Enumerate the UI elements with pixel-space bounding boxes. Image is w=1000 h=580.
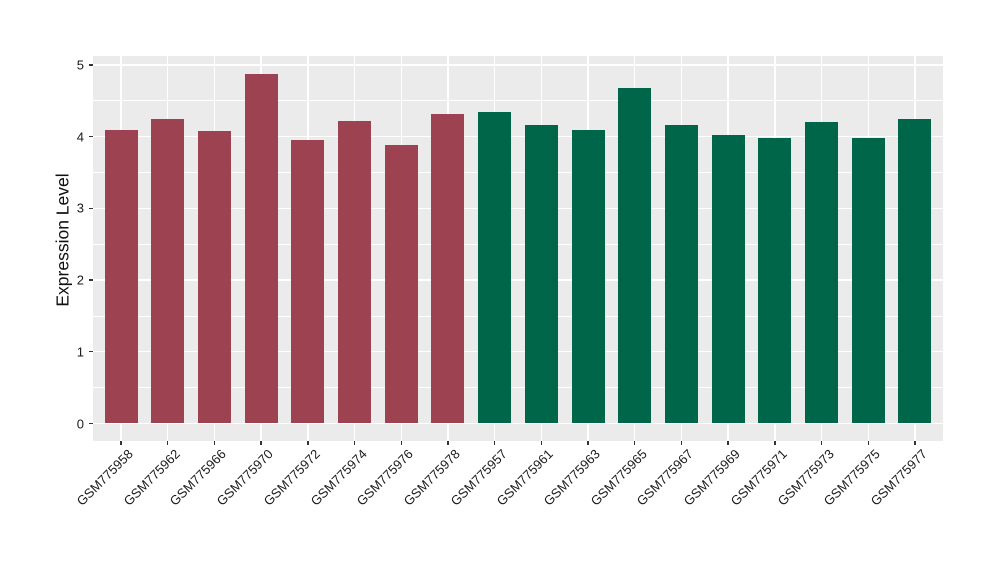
bar-GSM775967 (664, 124, 698, 424)
bar-GSM775975 (851, 138, 885, 424)
bar-GSM775970 (244, 73, 278, 424)
y-tick-label: 4 (76, 129, 84, 145)
gridline-h-major (93, 136, 943, 138)
y-tick-mark (89, 279, 93, 281)
y-tick-label: 2 (76, 272, 84, 288)
bar-GSM775958 (104, 129, 138, 424)
x-tick-mark (634, 441, 636, 445)
x-tick-mark (400, 441, 402, 445)
y-tick-mark (89, 422, 93, 425)
y-tick-label: 1 (76, 344, 84, 360)
gridline-h-major (93, 279, 943, 281)
bar-GSM775977 (898, 118, 932, 424)
x-tick-mark (260, 441, 262, 445)
x-tick-mark (774, 441, 776, 445)
gridline-h-minor (93, 100, 943, 102)
gridline-h-major (93, 422, 943, 425)
x-tick-mark (820, 441, 823, 445)
bar-GSM775974 (338, 120, 372, 424)
y-tick-label: 5 (76, 57, 84, 73)
bar-GSM775962 (151, 118, 185, 424)
bar-GSM775969 (711, 135, 745, 424)
x-tick-mark (867, 441, 869, 445)
gridline-h-minor (93, 387, 943, 389)
x-tick-mark (493, 441, 496, 445)
bar-GSM775971 (758, 138, 792, 424)
bar-GSM775972 (291, 140, 325, 424)
bar-GSM775961 (524, 124, 558, 424)
x-tick-mark (914, 441, 916, 445)
bar-GSM775978 (431, 114, 465, 424)
bar-GSM775966 (197, 130, 231, 424)
gridline-h-minor (93, 172, 943, 173)
x-tick-mark (680, 441, 683, 445)
bar-GSM775973 (805, 122, 839, 424)
bar-GSM775976 (384, 144, 418, 424)
x-tick-mark (307, 441, 309, 445)
y-tick-mark (89, 351, 93, 353)
y-tick-mark (89, 207, 93, 210)
y-tick-mark (89, 64, 93, 66)
gridline-h-major (93, 351, 943, 353)
gridline-h-minor (93, 243, 943, 245)
x-tick-mark (353, 441, 356, 445)
x-tick-mark (213, 441, 216, 445)
bar-GSM775957 (478, 111, 512, 424)
y-tick-label: 3 (76, 200, 84, 216)
y-axis-title: Expression Level (52, 173, 73, 307)
bar-GSM775965 (618, 87, 652, 424)
x-tick-mark (587, 441, 589, 445)
x-tick-mark (447, 441, 449, 445)
y-tick-mark (89, 136, 93, 138)
plot-panel (93, 56, 943, 441)
x-tick-mark (540, 441, 543, 445)
gridline-h-major (93, 64, 943, 66)
y-tick-label: 0 (76, 416, 84, 431)
gridline-h-major (93, 207, 943, 210)
gridline-h-minor (93, 315, 943, 317)
x-tick-mark (727, 441, 729, 445)
x-tick-mark (167, 441, 169, 445)
bar-GSM775963 (571, 130, 605, 424)
x-tick-mark (120, 441, 122, 445)
